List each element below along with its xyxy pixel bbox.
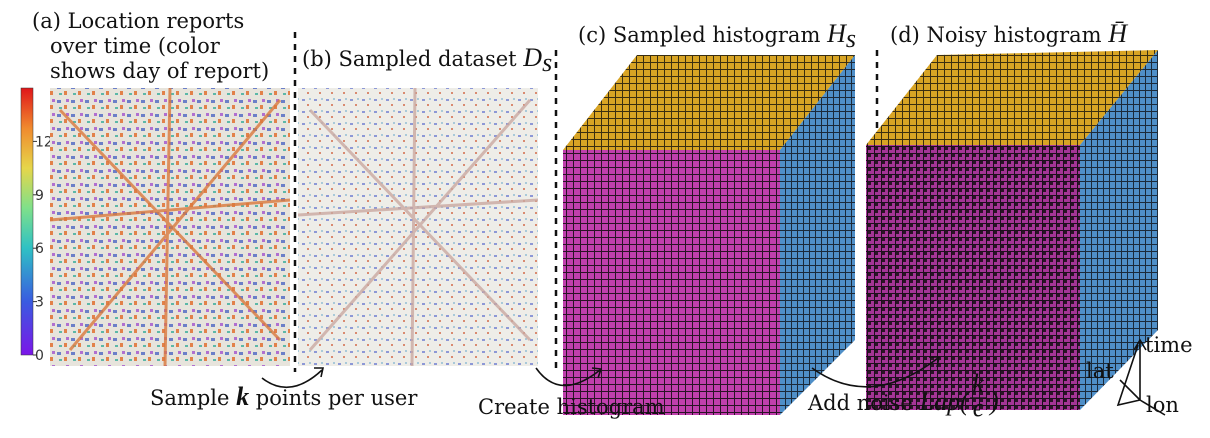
symbol: H̄ — [1107, 19, 1128, 48]
cube-side — [780, 55, 855, 415]
text: Add noise — [807, 391, 913, 415]
title-text: (c) Sampled histogram — [578, 23, 820, 47]
axes-icon — [1116, 338, 1166, 416]
step-histogram: Create histogram — [478, 395, 665, 419]
panel-b-title: (b) Sampled dataset Ds — [302, 43, 552, 77]
axis-time: time — [1145, 333, 1193, 357]
colorbar-tick-label: 0 — [35, 348, 44, 364]
colorbar-tick-label: 12 — [35, 134, 53, 150]
cube-top — [563, 55, 855, 150]
text: points per user — [256, 386, 419, 410]
cube-top — [866, 50, 1158, 145]
cube-front — [563, 150, 780, 415]
subscript: s — [846, 24, 856, 53]
symbol: D — [522, 43, 542, 72]
map-roads — [297, 87, 539, 367]
lap: Lap( — [919, 387, 970, 416]
colorbar — [20, 87, 34, 356]
colorbar-tick-label: 6 — [35, 241, 44, 257]
panel-c-title: (c) Sampled histogram Hs — [578, 19, 856, 53]
panel-d-title: (d) Noisy histogram H̄ — [890, 19, 1128, 48]
fraction-numerator: k — [972, 369, 984, 398]
symbol: k — [236, 382, 249, 411]
fraction-denominator: ϵ — [973, 393, 985, 422]
step-noise: Add noise Lap( — [807, 387, 970, 416]
map-roads — [49, 87, 291, 367]
panel-a-title: shows day of report) — [50, 59, 269, 83]
panel-a-title: over time (color — [50, 34, 221, 58]
axis-lat: lat — [1086, 359, 1114, 383]
arrow — [261, 367, 324, 389]
cube-side — [1080, 50, 1158, 410]
title-text: (b) Sampled dataset — [302, 47, 517, 71]
symbol: H — [826, 19, 847, 48]
subscript: s — [542, 48, 552, 77]
arrow — [535, 367, 603, 387]
close-paren: ) — [988, 387, 999, 416]
colorbar-ticks: 0 3 6 9 12 — [33, 134, 53, 364]
text: Sample — [150, 386, 229, 410]
arrow — [811, 356, 940, 388]
axis-lon: lon — [1146, 393, 1179, 417]
cube-front — [866, 145, 1080, 410]
colorbar-tick-label: 9 — [35, 188, 44, 204]
panel-a-title: (a) Location reports — [32, 9, 244, 33]
title-text: (d) Noisy histogram — [890, 23, 1102, 47]
colorbar-tick-label: 3 — [35, 295, 44, 311]
step-sample: Sample k points per user — [150, 382, 418, 411]
